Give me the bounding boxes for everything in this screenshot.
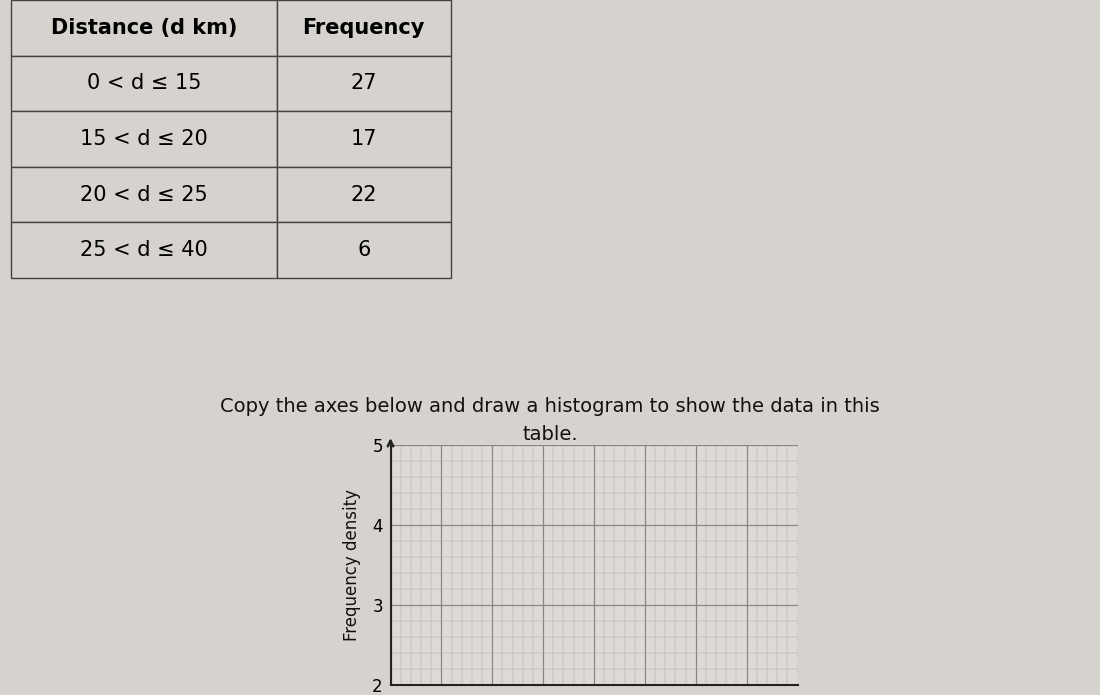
Text: Copy the axes below and draw a histogram to show the data in this: Copy the axes below and draw a histogram…	[220, 397, 880, 416]
Text: table.: table.	[522, 425, 578, 444]
Y-axis label: Frequency density: Frequency density	[343, 489, 361, 641]
